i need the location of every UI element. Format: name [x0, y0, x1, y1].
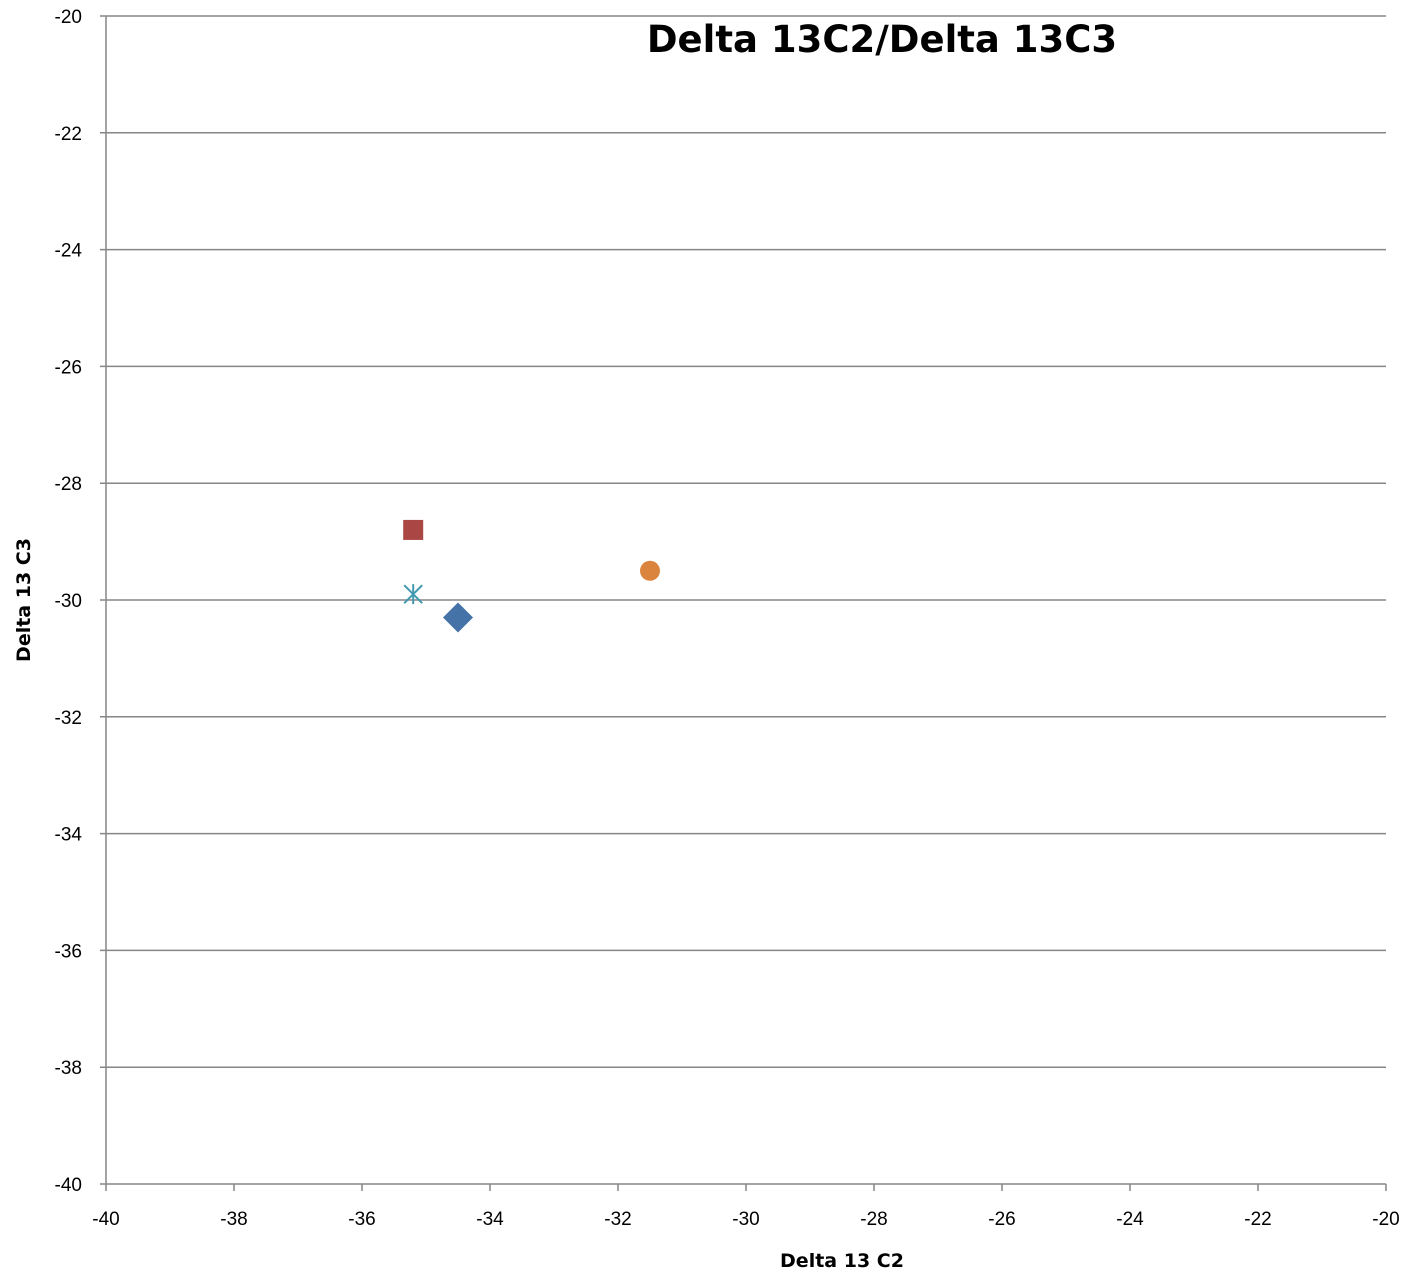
x-tick-label: -38: [220, 1209, 247, 1230]
y-tick-label: -28: [55, 474, 82, 495]
y-tick-label: -34: [55, 825, 83, 846]
x-tick-label: -34: [476, 1209, 504, 1230]
point-square: [403, 519, 424, 540]
data-points: [403, 519, 660, 633]
chart-title: Delta 13C2/Delta 13C3: [647, 18, 1117, 61]
x-tick-label: -26: [988, 1209, 1015, 1230]
y-tick-label: -36: [55, 941, 82, 962]
y-tick-label: -22: [55, 124, 82, 145]
x-tick-label: -32: [604, 1209, 631, 1230]
x-tick-label: -36: [348, 1209, 375, 1230]
x-tick-label: -22: [1244, 1209, 1271, 1230]
y-tick-label: -26: [55, 357, 82, 378]
x-tick-label: -24: [1116, 1209, 1144, 1230]
y-tick-label: -40: [55, 1175, 82, 1196]
x-axis-title: Delta 13 C2: [780, 1250, 904, 1272]
gridlines: [100, 15, 1386, 1185]
y-tick-label: -20: [55, 7, 82, 28]
tick-labels: -40 -38 -36 -34 -32 -30 -28 -26 -24 -22 -20 -40 -38 -…: [55, 7, 1400, 1230]
point-star: [403, 584, 423, 605]
y-axis-title: Delta 13 C3: [13, 538, 35, 662]
y-tick-label: -38: [55, 1058, 82, 1079]
x-tick-label: -40: [92, 1209, 119, 1230]
x-tick-label: -28: [860, 1209, 887, 1230]
x-tick-label: -20: [1372, 1209, 1399, 1230]
axes: [105, 16, 1387, 1191]
point-diamond: [443, 602, 473, 633]
y-tick-label: -30: [55, 591, 82, 612]
y-tick-label: -24: [55, 241, 83, 262]
y-tick-label: -32: [55, 708, 82, 729]
x-tick-label: -30: [732, 1209, 759, 1230]
point-circle: [640, 560, 660, 581]
